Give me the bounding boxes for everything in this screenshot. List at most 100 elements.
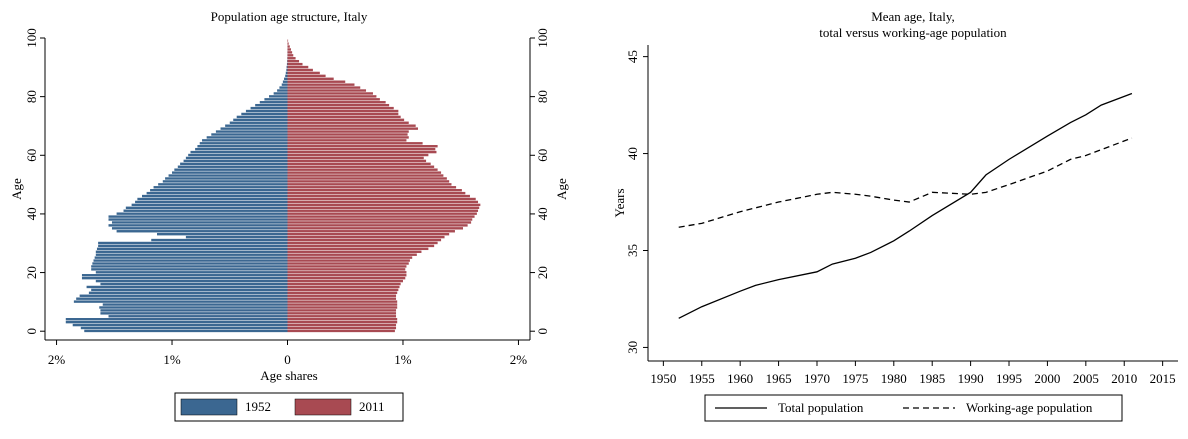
bar xyxy=(178,166,288,168)
bar xyxy=(288,215,475,217)
bar xyxy=(221,127,288,129)
bar xyxy=(74,300,288,302)
bar xyxy=(135,201,287,203)
bar xyxy=(288,69,313,71)
bar xyxy=(288,239,442,241)
bar xyxy=(284,78,287,80)
y-tick-label: 60 xyxy=(535,149,550,162)
bar xyxy=(95,256,288,258)
bar xyxy=(165,177,287,179)
bar xyxy=(288,277,406,279)
bar xyxy=(285,75,287,77)
bar xyxy=(288,151,437,153)
bar xyxy=(288,113,399,115)
bar xyxy=(230,122,288,124)
legend-label: Working-age population xyxy=(966,400,1093,415)
bar xyxy=(288,72,320,74)
bar xyxy=(288,251,422,253)
bar xyxy=(96,251,288,253)
bar xyxy=(237,116,288,118)
bar xyxy=(288,78,334,80)
bar xyxy=(288,262,409,264)
bar xyxy=(66,318,288,320)
bar xyxy=(288,119,405,121)
bar xyxy=(91,289,287,291)
bar xyxy=(117,230,288,232)
bar xyxy=(172,171,287,173)
bar xyxy=(84,330,287,332)
x-tick-label: 1960 xyxy=(727,371,753,386)
bar xyxy=(288,312,397,314)
bar xyxy=(288,286,400,288)
bar xyxy=(174,168,287,170)
bar xyxy=(109,215,288,217)
bar xyxy=(288,154,429,156)
x-tick-label: 1% xyxy=(163,352,181,367)
chart-title: total versus working-age population xyxy=(819,25,1007,40)
bar xyxy=(191,151,288,153)
x-tick-label: 0 xyxy=(284,352,291,367)
y-tick-label: 0 xyxy=(24,328,39,335)
bar xyxy=(91,268,287,270)
bar xyxy=(288,195,470,197)
bar xyxy=(288,116,401,118)
bar xyxy=(211,133,287,135)
bar xyxy=(288,139,407,141)
x-tick-label: 1975 xyxy=(842,371,868,386)
bar xyxy=(97,248,288,250)
bar xyxy=(288,189,462,191)
bar xyxy=(288,75,326,77)
bar xyxy=(288,166,435,168)
bar xyxy=(288,198,476,200)
x-tick-label: 1950 xyxy=(650,371,676,386)
bar xyxy=(99,306,287,308)
bar xyxy=(288,256,413,258)
bar xyxy=(157,233,287,235)
bar xyxy=(288,245,435,247)
bar xyxy=(124,210,288,212)
bar xyxy=(109,315,288,317)
bar xyxy=(288,289,399,291)
bar xyxy=(288,204,481,206)
bar xyxy=(288,177,447,179)
bar xyxy=(288,89,367,91)
x-tick-label: 2005 xyxy=(1073,371,1099,386)
y-axis-title: Age xyxy=(9,178,24,200)
bar xyxy=(288,98,380,100)
bar xyxy=(87,286,288,288)
bar xyxy=(288,86,361,88)
y-tick-label: 45 xyxy=(625,50,640,63)
bar xyxy=(288,295,397,297)
x-tick-label: 2000 xyxy=(1034,371,1060,386)
legend-label: 1952 xyxy=(245,399,271,414)
bar xyxy=(96,254,288,256)
chart-title: Mean age, Italy, xyxy=(871,9,955,24)
bar xyxy=(288,227,464,229)
x-tick-label: 1970 xyxy=(804,371,830,386)
bar xyxy=(288,201,479,203)
bar xyxy=(288,283,401,285)
bar xyxy=(96,280,288,282)
bar xyxy=(251,107,288,109)
bar xyxy=(288,60,300,62)
bar xyxy=(288,95,377,97)
bar xyxy=(288,327,397,329)
bar xyxy=(288,183,452,185)
y-tick-label: 30 xyxy=(625,341,640,354)
bar xyxy=(186,236,288,238)
bar xyxy=(288,104,390,106)
y-tick-label: 100 xyxy=(535,28,550,48)
bar xyxy=(186,157,288,159)
bar xyxy=(288,57,296,59)
bar xyxy=(151,239,287,241)
bar xyxy=(288,168,438,170)
x-axis-title: Age shares xyxy=(260,368,317,383)
bar xyxy=(288,233,450,235)
bar xyxy=(73,324,288,326)
x-tick-label: 1985 xyxy=(919,371,945,386)
y-tick-label: 100 xyxy=(24,28,39,48)
bar xyxy=(288,122,409,124)
bar xyxy=(255,104,287,106)
x-tick-label: 2015 xyxy=(1150,371,1176,386)
